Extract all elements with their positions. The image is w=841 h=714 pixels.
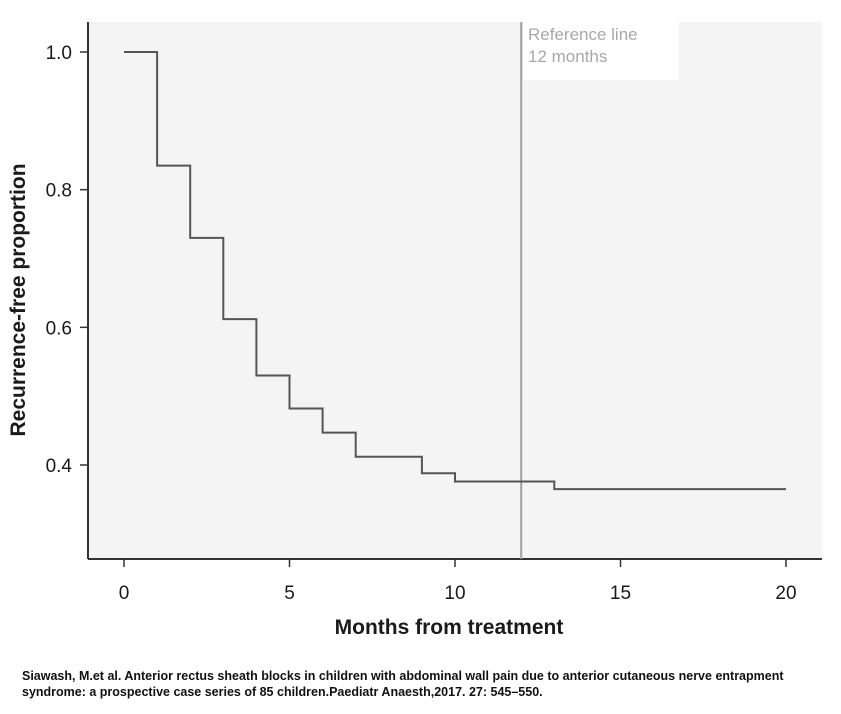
ticks: 0 5 10 15 20 0.4 0.6 0.8 1.0 (46, 43, 797, 604)
y-tick-label: 0.4 (46, 456, 73, 477)
x-tick-label: 20 (775, 583, 796, 604)
citation-text: Siawash, M.et al. Anterior rectus sheath… (22, 669, 784, 699)
plot-background (88, 22, 822, 559)
reference-label-background (523, 22, 679, 80)
x-tick-label: 15 (610, 583, 631, 604)
x-tick-label: 5 (284, 583, 295, 604)
y-tick-label: 1.0 (46, 43, 72, 64)
series-step-line (124, 51, 786, 491)
reference-label-line2: 12 months (528, 47, 607, 66)
y-tick-label: 0.8 (46, 181, 72, 202)
x-tick-label: 0 (119, 583, 130, 604)
reference-label-line1: Reference line (528, 25, 638, 44)
x-tick-label: 10 (444, 583, 465, 604)
y-tick-label: 0.6 (46, 318, 72, 339)
y-axis-title: Recurrence-free proportion (7, 163, 30, 436)
x-axis-title: Months from treatment (335, 616, 564, 639)
km-chart: 0 5 10 15 20 0.4 0.6 0.8 1.0 Reference line 12 m… (7, 22, 822, 639)
